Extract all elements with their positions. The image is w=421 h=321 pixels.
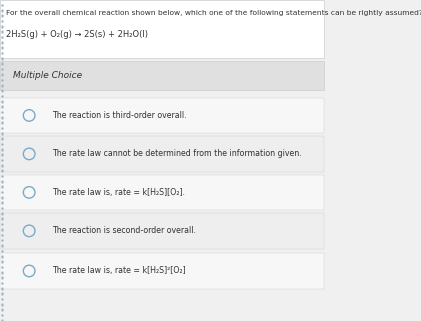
Text: The rate law is, rate = k[H₂S]²[O₂]: The rate law is, rate = k[H₂S]²[O₂] bbox=[52, 266, 185, 275]
Text: Multiple Choice: Multiple Choice bbox=[13, 71, 82, 80]
FancyBboxPatch shape bbox=[0, 0, 324, 58]
FancyBboxPatch shape bbox=[0, 253, 324, 289]
Text: For the overall chemical reaction shown below, which one of the following statem: For the overall chemical reaction shown … bbox=[6, 10, 421, 16]
Text: The rate law is, rate = k[H₂S][O₂].: The rate law is, rate = k[H₂S][O₂]. bbox=[52, 188, 185, 197]
Text: The reaction is third-order overall.: The reaction is third-order overall. bbox=[52, 111, 187, 120]
Text: The rate law cannot be determined from the information given.: The rate law cannot be determined from t… bbox=[52, 149, 301, 158]
FancyBboxPatch shape bbox=[0, 213, 324, 248]
FancyBboxPatch shape bbox=[0, 98, 324, 133]
FancyBboxPatch shape bbox=[0, 61, 324, 90]
FancyBboxPatch shape bbox=[0, 175, 324, 210]
Text: The reaction is second-order overall.: The reaction is second-order overall. bbox=[52, 226, 196, 235]
Text: 2H₂S(g) + O₂(g) → 2S(s) + 2H₂O(l): 2H₂S(g) + O₂(g) → 2S(s) + 2H₂O(l) bbox=[6, 30, 149, 39]
FancyBboxPatch shape bbox=[0, 136, 324, 171]
